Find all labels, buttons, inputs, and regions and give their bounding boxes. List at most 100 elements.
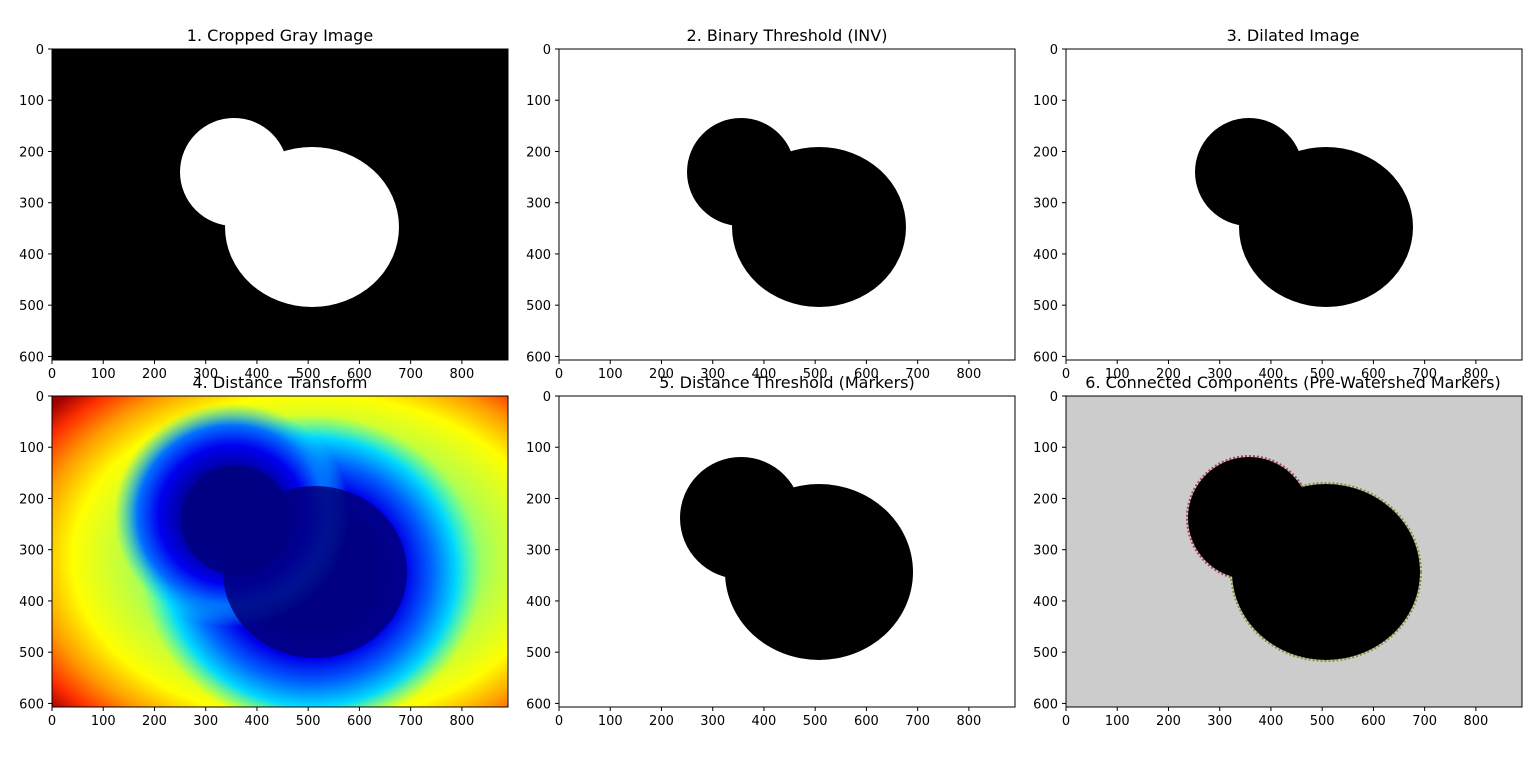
panel-6-y-axis: 0 100 200 300 400 500 600: [1033, 390, 1066, 712]
x-tick-label: 600: [347, 367, 372, 382]
x-tick-label: 100: [91, 714, 116, 729]
x-tick-label: 500: [296, 714, 321, 729]
panel-1-frame: [51, 48, 509, 361]
y-tick-label: 500: [526, 299, 551, 314]
x-tick-label: 600: [347, 714, 372, 729]
x-tick-label: 300: [193, 714, 218, 729]
panel-4-dark-core: [114, 403, 482, 707]
y-tick-label: 300: [19, 544, 44, 559]
x-tick-label: 400: [1259, 714, 1284, 729]
y-tick-label: 100: [1033, 94, 1058, 109]
panel-3-y-axis: 0 100 200 300 400 500 600: [1033, 43, 1066, 365]
x-tick-label: 800: [1463, 367, 1488, 382]
x-tick-label: 800: [956, 367, 981, 382]
x-tick-label: 700: [398, 367, 423, 382]
x-tick-label: 0: [48, 714, 56, 729]
panel-1-title: 1. Cropped Gray Image: [187, 26, 373, 45]
panel-4-frame: [51, 395, 509, 708]
x-tick-label: 700: [1412, 714, 1437, 729]
panel-2-frame: [558, 48, 1016, 361]
y-tick-label: 500: [1033, 299, 1058, 314]
panel-1-blob-large: [225, 147, 399, 307]
y-tick-label: 300: [1033, 544, 1058, 559]
y-tick-label: 200: [19, 492, 44, 507]
y-tick-label: 500: [19, 646, 44, 661]
y-tick-label: 300: [19, 197, 44, 212]
panel-2-x-axis: 0 100 200 300 400 500 600 700 800: [555, 360, 981, 382]
x-tick-label: 0: [1062, 367, 1070, 382]
x-tick-label: 700: [398, 714, 423, 729]
x-tick-label: 0: [555, 714, 563, 729]
panel-6: 6. Connected Components (Pre-Watershed M…: [1033, 373, 1523, 729]
x-tick-label: 0: [48, 367, 56, 382]
x-tick-label: 200: [1156, 367, 1181, 382]
panel-4-title: 4. Distance Transform: [193, 373, 368, 392]
x-tick-label: 600: [1361, 714, 1386, 729]
y-tick-label: 400: [19, 248, 44, 263]
panel-6-title: 6. Connected Components (Pre-Watershed M…: [1085, 373, 1500, 392]
x-tick-label: 500: [803, 367, 828, 382]
panel-4-y-axis: 0 100 200 300 400 500 600: [19, 390, 52, 712]
y-tick-label: 0: [1050, 390, 1058, 405]
panel-5-x-axis: 0 100 200 300 400 500 600 700 800: [555, 707, 981, 729]
y-tick-label: 400: [19, 595, 44, 610]
y-tick-label: 100: [526, 94, 551, 109]
panel-5-y-axis: 0 100 200 300 400 500 600: [526, 390, 559, 712]
panel-6-x-axis: 0 100 200 300 400 500 600 700 800: [1062, 707, 1488, 729]
y-tick-label: 100: [19, 441, 44, 456]
y-tick-label: 200: [526, 145, 551, 160]
y-tick-label: 300: [1033, 197, 1058, 212]
panel-3-x-axis: 0 100 200 300 400 500 600 700 800: [1062, 360, 1488, 382]
y-tick-label: 0: [543, 43, 551, 58]
y-tick-label: 400: [526, 248, 551, 263]
y-tick-label: 600: [526, 697, 551, 712]
x-tick-label: 200: [1156, 714, 1181, 729]
y-tick-label: 200: [19, 145, 44, 160]
x-tick-label: 100: [91, 367, 116, 382]
y-tick-label: 600: [526, 350, 551, 365]
x-tick-label: 0: [1062, 714, 1070, 729]
x-tick-label: 800: [1463, 714, 1488, 729]
panel-5-title: 5. Distance Threshold (Markers): [659, 373, 914, 392]
panel-4-x-axis: 0 100 200 300 400 500 600 700 800: [48, 707, 474, 729]
x-tick-label: 300: [1207, 714, 1232, 729]
panel-1: 1. Cropped Gray Image 0 100 200 300 400 500 60…: [19, 26, 509, 382]
panel-6-frame: [1065, 395, 1523, 708]
x-tick-label: 800: [449, 714, 474, 729]
y-tick-label: 0: [1050, 43, 1058, 58]
panel-6-blob-large: [1232, 484, 1420, 660]
y-tick-label: 0: [36, 390, 44, 405]
x-tick-label: 800: [956, 714, 981, 729]
x-tick-label: 300: [193, 367, 218, 382]
y-tick-label: 100: [526, 441, 551, 456]
x-tick-label: 200: [142, 367, 167, 382]
panel-5-frame: [558, 395, 1016, 708]
x-tick-label: 400: [245, 367, 270, 382]
panel-2-blob-large: [732, 147, 906, 307]
x-tick-label: 600: [854, 367, 879, 382]
x-tick-label: 700: [905, 714, 930, 729]
panel-5: 5. Distance Threshold (Markers) 0 100 200 3…: [526, 373, 1016, 729]
y-tick-label: 200: [1033, 145, 1058, 160]
y-tick-label: 100: [1033, 441, 1058, 456]
x-tick-label: 100: [1105, 367, 1130, 382]
y-tick-label: 300: [526, 544, 551, 559]
y-tick-label: 200: [1033, 492, 1058, 507]
x-tick-label: 400: [1259, 367, 1284, 382]
x-tick-label: 800: [449, 367, 474, 382]
x-tick-label: 200: [649, 367, 674, 382]
x-tick-label: 200: [142, 714, 167, 729]
panel-3-blob-large: [1239, 147, 1413, 307]
y-tick-label: 600: [19, 697, 44, 712]
y-tick-label: 500: [1033, 646, 1058, 661]
x-tick-label: 100: [598, 714, 623, 729]
x-tick-label: 200: [649, 714, 674, 729]
x-tick-label: 500: [296, 367, 321, 382]
y-tick-label: 600: [1033, 697, 1058, 712]
panel-3: 3. Dilated Image 0 100 200 300 400 500 600 700 8…: [1033, 26, 1523, 382]
y-tick-label: 500: [19, 299, 44, 314]
x-tick-label: 400: [245, 714, 270, 729]
panel-3-frame: [1065, 48, 1523, 361]
y-tick-label: 0: [543, 390, 551, 405]
